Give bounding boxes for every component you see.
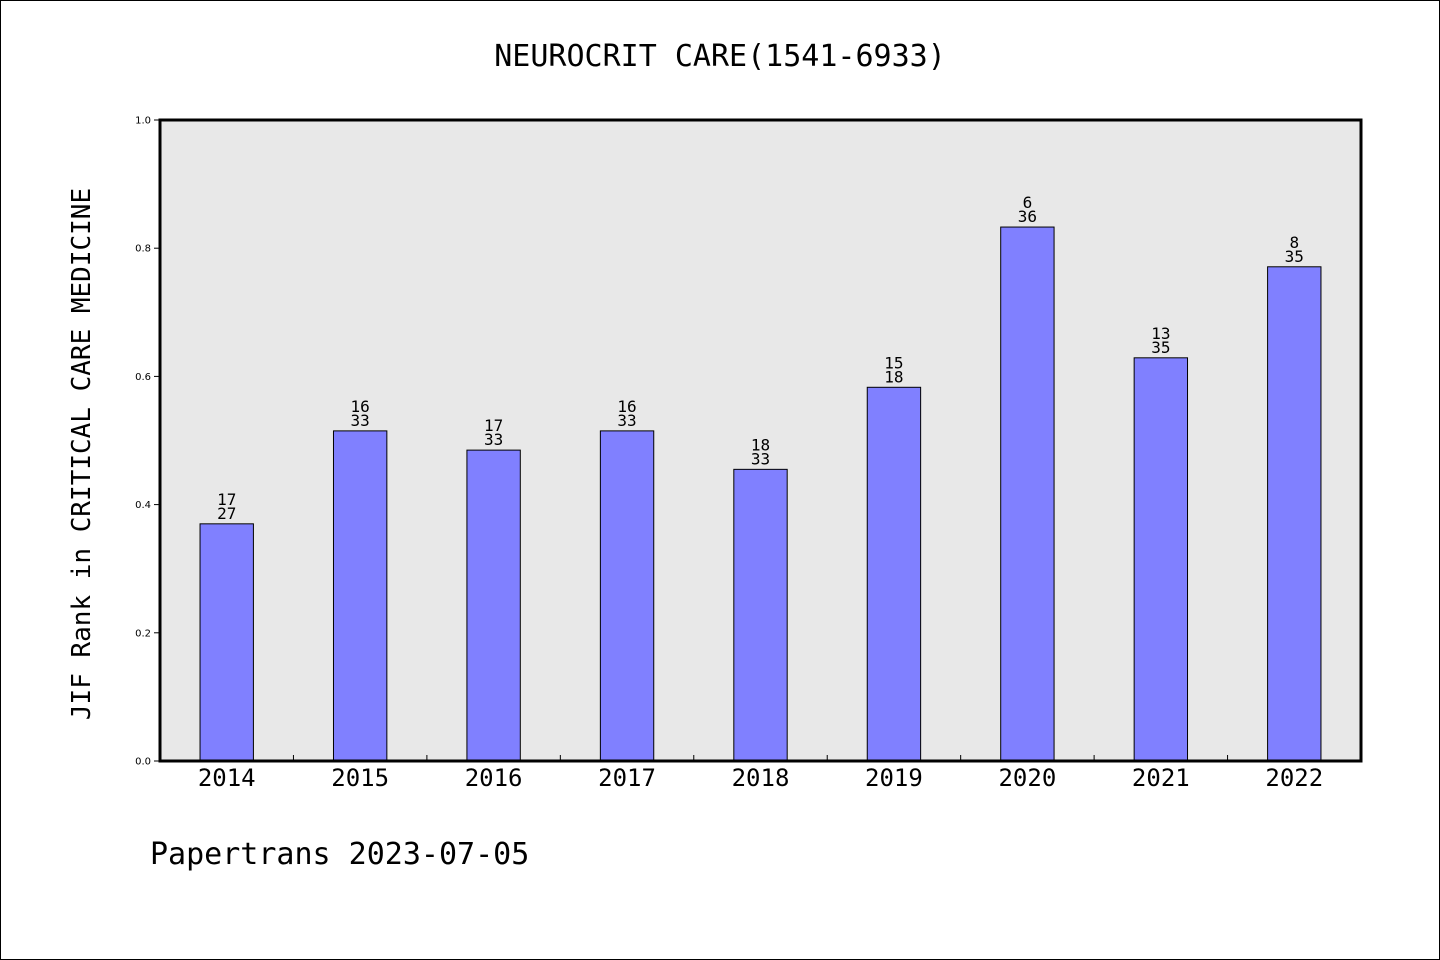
- bar-label-total: 18: [884, 367, 903, 386]
- x-tick-label: 2022: [1265, 764, 1323, 792]
- y-tick-label: 0.0: [135, 757, 151, 768]
- y-axis-label: JIF Rank in CRITICAL CARE MEDICINE: [67, 188, 97, 720]
- bar-label-rank: 16: [617, 397, 636, 416]
- x-tick-label: 2014: [198, 764, 256, 792]
- bar: [866, 386, 922, 762]
- bar: [199, 523, 254, 762]
- y-tick-label: 0.4: [135, 500, 151, 511]
- bar-label-rank: 17: [484, 416, 503, 435]
- bar: [332, 430, 388, 762]
- bar-label-total: 33: [617, 411, 636, 430]
- bar-label-rank: 17: [217, 490, 236, 509]
- x-tick-label: 2017: [598, 764, 656, 792]
- bar: [733, 468, 788, 762]
- x-tick-label: 2016: [465, 764, 523, 792]
- bar-label-total: 36: [1018, 207, 1037, 226]
- bar-label-total: 33: [484, 430, 503, 449]
- bar-label-rank: 8: [1289, 233, 1299, 252]
- x-tick-label: 2015: [331, 764, 389, 792]
- x-tick-label: 2020: [998, 764, 1056, 792]
- bar-label-rank: 18: [751, 435, 770, 454]
- x-tick-label: 2018: [732, 764, 790, 792]
- bar-label-total: 35: [1151, 338, 1170, 357]
- ticks-layer: 2014 2015 2016 2017 2018 2019 2020 2021 2022 0.0 0…: [135, 116, 1323, 793]
- x-tick-label: 2019: [865, 764, 923, 792]
- bar-label-total: 33: [351, 411, 370, 430]
- footer-credit: Papertrans 2023-07-05: [150, 837, 529, 872]
- bar-label-total: 27: [217, 504, 236, 523]
- bar: [1000, 226, 1055, 762]
- y-tick-label: 0.8: [135, 244, 151, 255]
- y-tick-label: 0.6: [135, 372, 151, 383]
- bar-label-rank: 13: [1151, 324, 1170, 343]
- bar-label-rank: 6: [1023, 193, 1033, 212]
- bar: [1133, 357, 1189, 762]
- x-tick-label: 2021: [1132, 764, 1190, 792]
- plot-border: [158, 118, 1363, 763]
- y-tick-label: 1.0: [135, 116, 151, 127]
- bar: [599, 430, 655, 762]
- bar-label-total: 35: [1285, 247, 1304, 266]
- chart-title: NEUROCRIT CARE(1541-6933): [494, 39, 946, 74]
- bar-label-rank: 16: [351, 397, 370, 416]
- bar: [466, 449, 521, 762]
- y-tick-label: 0.2: [135, 628, 151, 639]
- bar-label-total: 33: [751, 449, 770, 468]
- bar-label-rank: 15: [884, 353, 903, 372]
- bar: [1267, 266, 1322, 762]
